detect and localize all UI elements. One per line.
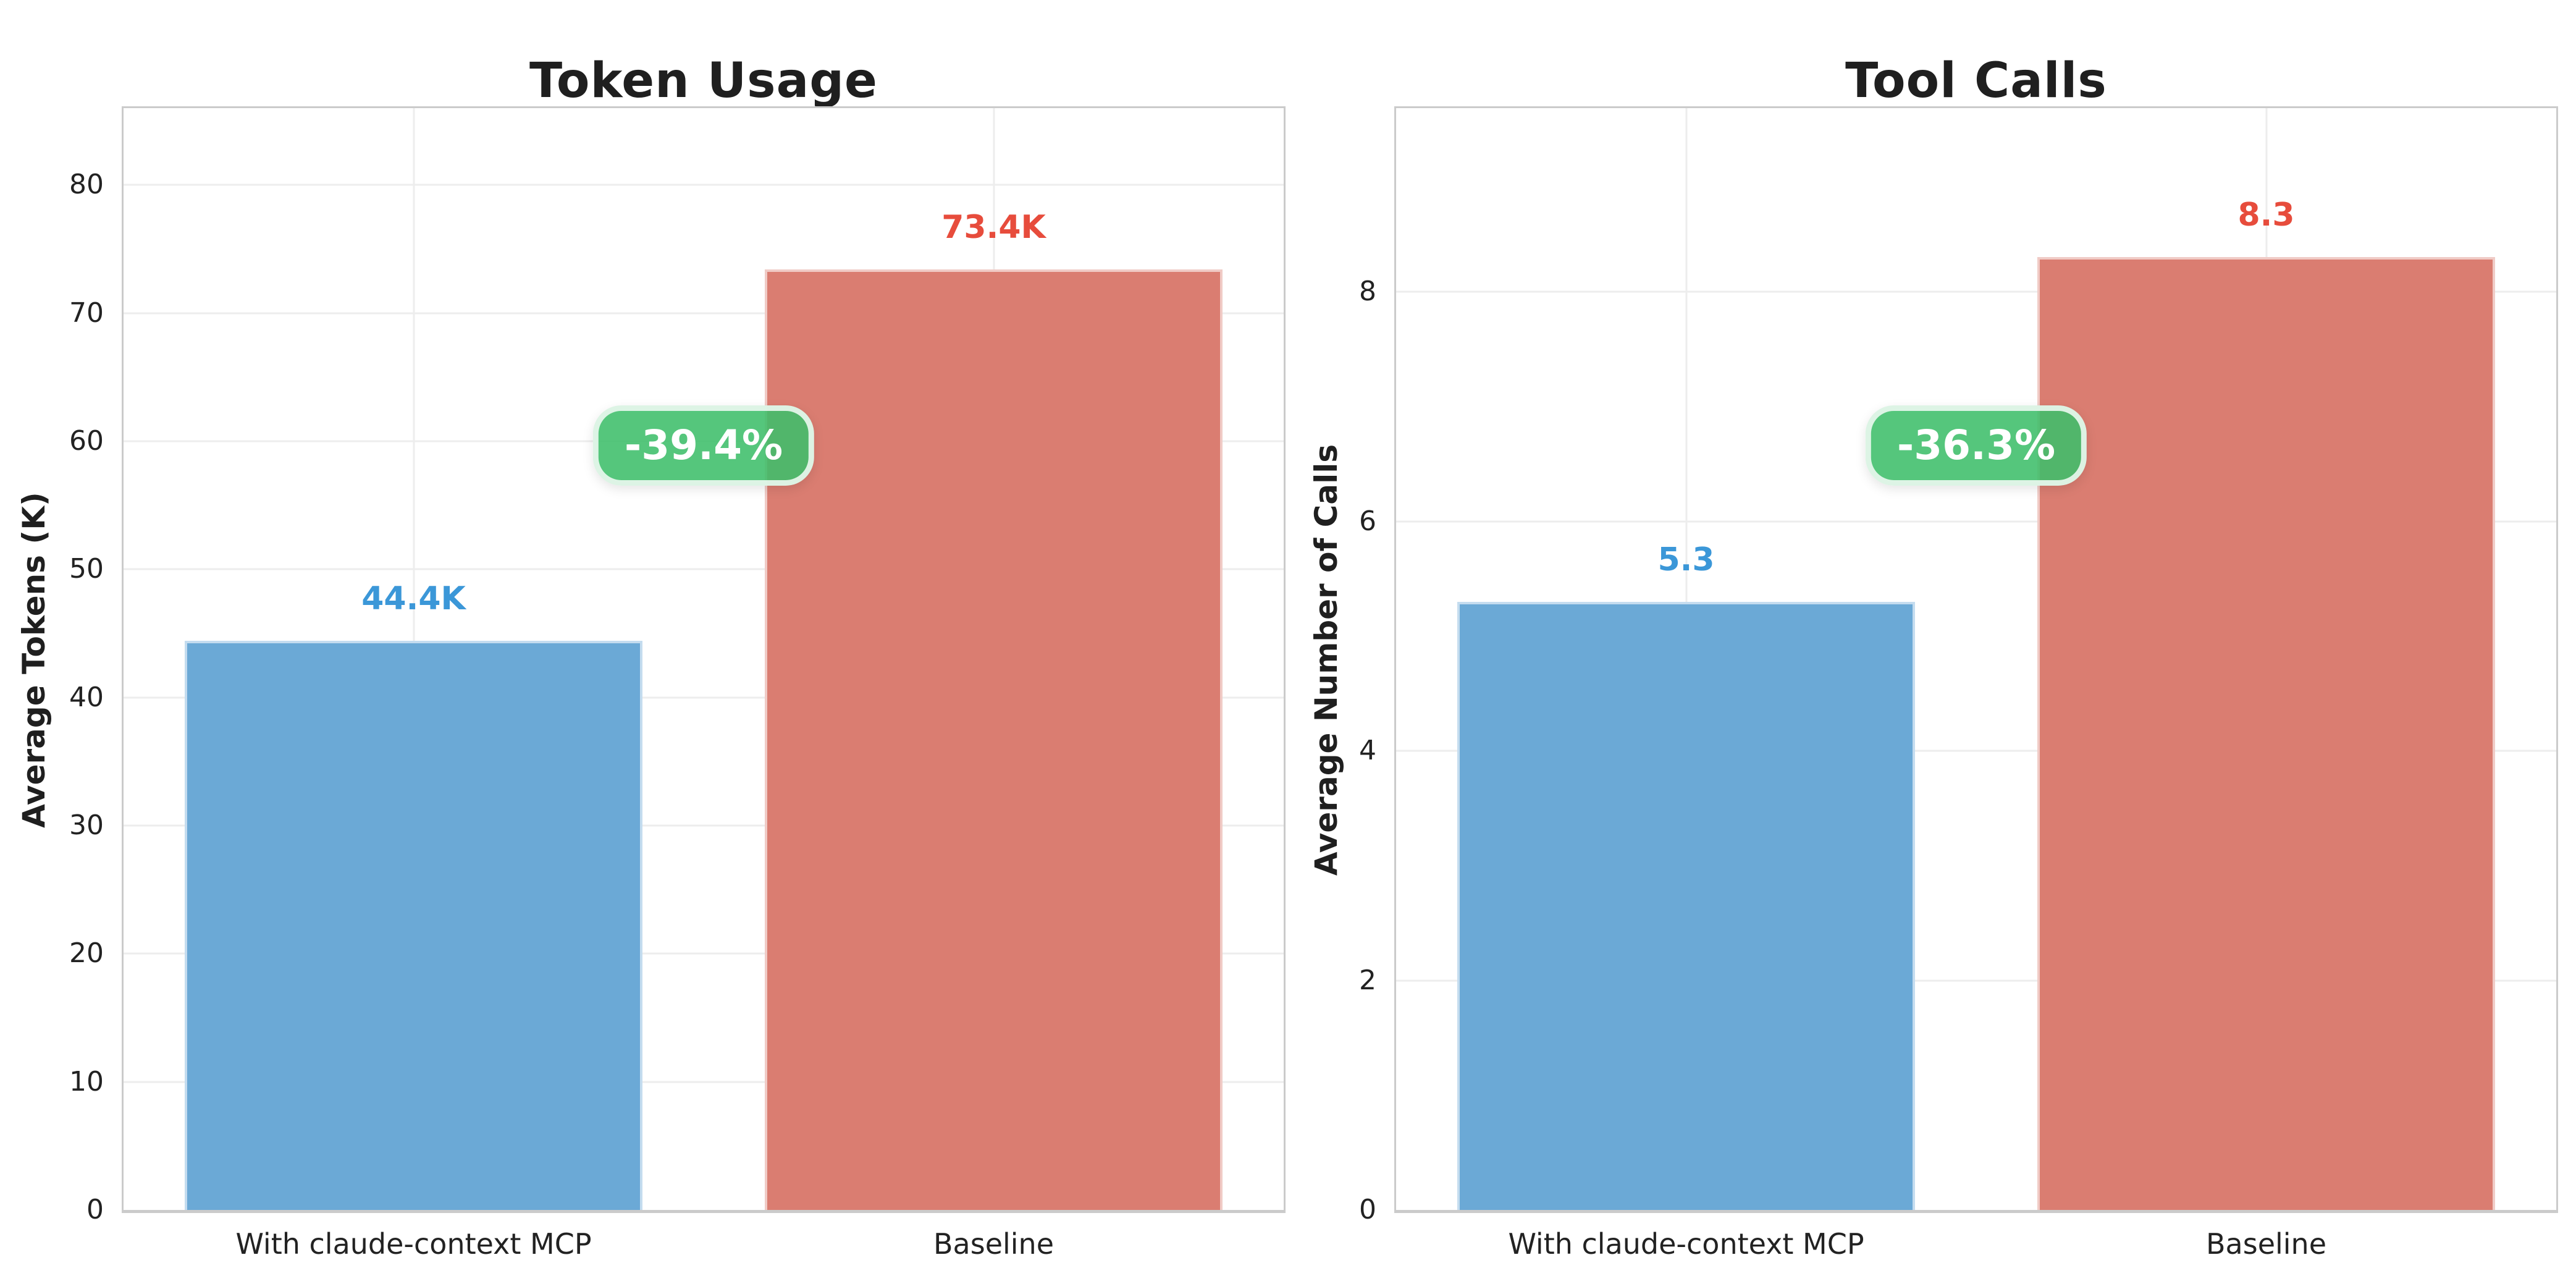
y-tick-label: 60 — [69, 425, 104, 457]
token-usage-chart: Token Usage Average Tokens (K) 0 10 20 30 40… — [16, 53, 1286, 1259]
y-tick-label: 8 — [1359, 276, 1376, 308]
bar-baseline — [764, 269, 1223, 1210]
y-tick-label: 6 — [1359, 505, 1376, 537]
bar-with-claude-context-mcp — [184, 641, 643, 1210]
x-tick-label: With claude-context MCP — [1508, 1227, 1864, 1261]
gridline-h — [124, 696, 1284, 699]
gridline-h — [124, 312, 1284, 315]
gridline-h — [1396, 750, 2556, 752]
token-usage-title: Token Usage — [529, 53, 878, 109]
token-usage-plot-area: 0 10 20 30 40 50 60 70 80 44.4K With claude-contex… — [69, 106, 1286, 1259]
bar-with-claude-context-mcp — [1457, 601, 1916, 1210]
reduction-badge: -36.3% — [1865, 405, 2087, 486]
bar-value-label: 5.3 — [1657, 541, 1715, 578]
bar-value-label: 44.4K — [361, 580, 466, 618]
y-tick-label: 80 — [69, 169, 104, 201]
tool-calls-chart: Tool Calls Average Number of Calls 0 2 4 6 8… — [1288, 0, 2576, 1281]
gridline-h — [1396, 979, 2556, 982]
y-tick-label: 10 — [69, 1065, 104, 1097]
bar-baseline — [2037, 257, 2496, 1210]
y-tick-label: 30 — [69, 810, 104, 842]
x-tick-label: Baseline — [933, 1227, 1054, 1261]
y-tick-label: 20 — [69, 937, 104, 970]
bar-value-label: 8.3 — [2237, 197, 2295, 234]
tool-calls-plot-area: 0 2 4 6 8 5.3 With claude-context MCP 8.3 Baseli… — [1359, 106, 2558, 1259]
gridline-h — [124, 1081, 1284, 1083]
y-tick-label: 2 — [1359, 964, 1376, 996]
gridline-h — [124, 184, 1284, 186]
token-usage-y-axis-label: Average Tokens (K) — [16, 491, 52, 828]
y-tick-label: 0 — [1359, 1194, 1376, 1225]
gridline-h — [1396, 290, 2556, 293]
gridline-h — [124, 952, 1284, 955]
x-tick-label: Baseline — [2205, 1227, 2327, 1261]
x-tick-label: With claude-context MCP — [235, 1227, 592, 1261]
y-tick-label: 70 — [69, 297, 104, 329]
gridline-h — [124, 568, 1284, 570]
gridline-h — [124, 824, 1284, 827]
gridline-h — [1396, 520, 2556, 523]
y-tick-label: 0 — [86, 1194, 104, 1225]
reduction-badge: -39.4% — [592, 405, 815, 486]
tool-calls-title: Tool Calls — [1845, 53, 2107, 109]
tool-calls-y-axis-label: Average Number of Calls — [1308, 444, 1344, 876]
bar-value-label: 73.4K — [941, 209, 1046, 247]
y-tick-label: 50 — [69, 553, 104, 585]
y-tick-label: 4 — [1359, 735, 1376, 767]
y-tick-label: 40 — [69, 681, 104, 713]
